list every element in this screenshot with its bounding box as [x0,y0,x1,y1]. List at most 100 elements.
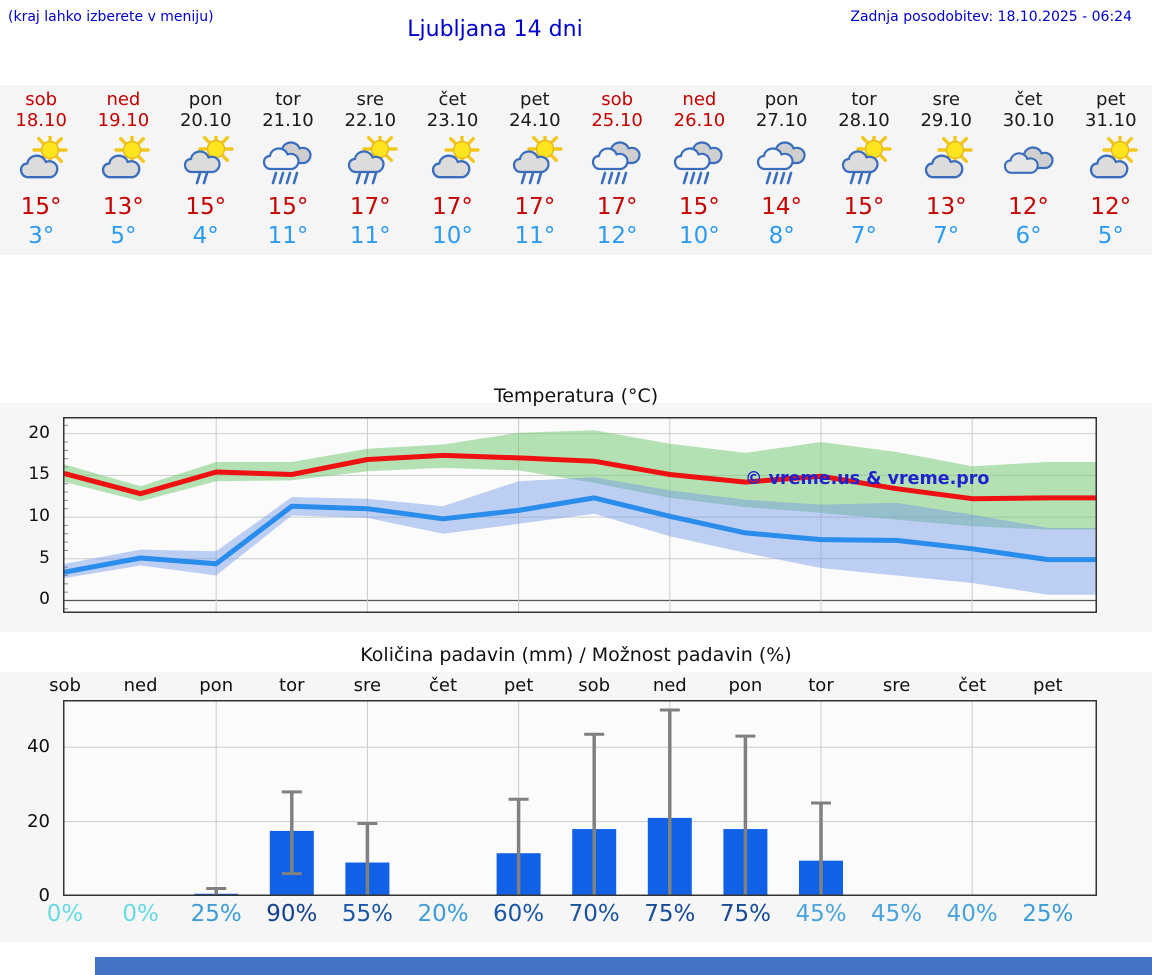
precip-probability-label: 45% [795,901,847,927]
day-name-label: čet [1014,89,1043,110]
precip-day-label: sob [49,675,81,696]
high-temp-label: 12° [1008,194,1049,220]
precip-day-label: ned [652,675,687,696]
cloud-shape [348,150,385,174]
forecast-day-column: tor 21.10 15° 11° [247,85,329,255]
low-temp-label: 11° [267,223,309,249]
precip-error-bar [281,790,302,876]
day-name-label: ned [682,89,717,110]
day-date-label: 21.10 [262,110,314,131]
cloudy-icon [1003,146,1054,174]
high-temp-label: 12° [1090,194,1132,220]
day-name-label: sre [932,89,960,110]
forecast-day-column: sob 18.10 15° 3° [0,85,82,255]
precip-day-label: tor [279,675,305,696]
high-temp-label: 15° [679,194,720,220]
day-name-label: tor [851,89,877,110]
forecast-day-column: pon 27.10 14° 8° [741,85,823,255]
temp-y-tick-label: 15 [28,464,50,485]
precip-probability-label: 45% [871,901,923,927]
day-name-label: pet [1096,89,1126,110]
weather-icon [1001,136,1057,186]
weather-icon [260,136,316,186]
forecast-day-column: tor 28.10 15° 7° [823,85,905,255]
cloud-rain-icon [674,141,723,185]
precip-y-tick-label: 0 [38,885,50,906]
rain-streaks-icon [765,171,792,185]
temp-y-tick-label: 0 [39,589,50,610]
precip-error-bar [735,734,756,896]
low-temp-label: 11° [349,223,391,249]
temp-chart: © vreme.us & vreme.pro [60,417,1100,613]
low-temp-label: 4° [192,223,219,249]
precip-day-label: sre [353,675,382,696]
forecast-day-column: sob 25.10 17° 12° [576,85,658,255]
low-temp-label: 8° [768,223,795,249]
sun-icon [443,132,480,168]
low-temp-label: 10° [432,223,473,249]
precip-probability-label: 75% [719,901,771,927]
low-temp-label: 5° [1097,223,1124,249]
precip-chart [63,700,1097,896]
cloud-shape [1089,154,1129,179]
low-temp-label: 7° [850,223,878,249]
cloud-rain-icon [262,141,312,185]
precip-chart-svg [63,700,1097,896]
high-temp-label: 17° [596,194,638,220]
forecast-day-column: čet 30.10 12° 6° [987,85,1069,255]
day-date-label: 31.10 [1085,110,1137,131]
sun-cloud-icon [1089,132,1138,179]
day-name-label: sob [601,89,634,110]
day-date-label: 25.10 [591,110,643,131]
low-temp-label: 6° [1015,223,1042,249]
precip-chart-title: Količina padavin (mm) / Možnost padavin … [360,644,792,666]
day-date-label: 30.10 [1002,110,1055,131]
weather-icon [918,132,974,186]
cloud-shape [183,150,221,174]
cloud-shape [262,147,300,171]
precip-probability-label: 20% [417,901,469,927]
precip-error-bar [584,732,605,896]
rain-streaks-icon [849,171,872,185]
weather-icon [754,136,810,186]
chart-border [63,417,1097,613]
high-temp-label: 17° [432,194,473,220]
precip-probability-label: 25% [1022,901,1074,927]
temp-y-tick-label: 10 [28,506,50,527]
precip-error-bar [508,797,529,896]
sun-cloud-icon [20,132,68,179]
footer-bar [95,957,1152,975]
rain-streaks-icon [271,171,299,185]
sun-cloud-rain-icon [512,131,563,185]
precip-error-bar [811,801,831,896]
day-name-label: pet [520,89,550,110]
precip-day-label: pet [503,675,534,696]
precip-probability-label: 55% [341,901,393,927]
cloud-shape [512,150,550,174]
precip-probability-label: 0% [46,901,84,927]
day-name-label: sre [356,89,384,110]
precip-day-label: čet [958,675,987,696]
weather-icon [425,132,481,186]
day-date-label: 23.10 [426,110,479,131]
temp-max-line [60,452,1100,502]
day-name-label: pon [764,89,799,110]
sun-cloud-icon [102,132,151,179]
day-date-label: 18.10 [15,110,67,131]
low-temp-label: 7° [933,223,960,249]
day-name-label: tor [275,89,301,110]
temp-chart-title: Temperatura (°C) [493,385,659,407]
cloud-shape [756,147,794,171]
weather-icon [507,131,563,186]
precip-day-label: sre [882,675,911,696]
forecast-day-column: sre 29.10 13° 7° [905,85,987,255]
precip-day-label: pon [728,675,763,696]
high-temp-label: 13° [925,194,967,220]
high-temp-label: 13° [103,194,144,220]
weather-icon [671,136,727,186]
high-temp-label: 15° [843,194,885,220]
high-temp-label: 15° [185,194,227,220]
weather-icon [13,132,69,186]
weather-icon [342,131,398,186]
cloud-shape [1003,152,1039,174]
